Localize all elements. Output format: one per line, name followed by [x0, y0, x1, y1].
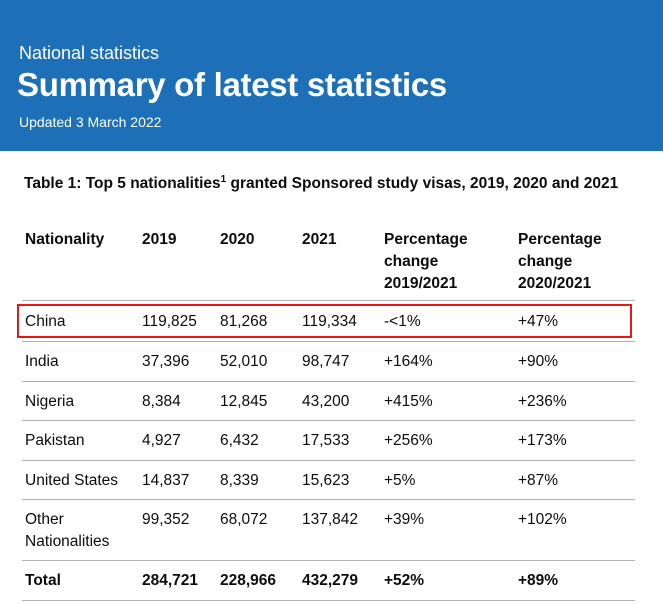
cell-2020: 52,010 — [220, 353, 268, 370]
cell-2021: 43,200 — [302, 393, 350, 410]
cell-2019: 8,384 — [142, 393, 181, 410]
cell-2021: 137,842 — [302, 511, 359, 528]
updated-date: Updated 3 March 2022 — [19, 114, 162, 130]
table-divider — [22, 381, 635, 382]
cell-nationality: China — [25, 313, 66, 330]
cell-2019: 4,927 — [142, 432, 181, 449]
cell-2019: 14,837 — [142, 472, 190, 489]
section-label: National statistics — [19, 43, 160, 63]
header-2021: 2021 — [302, 231, 337, 248]
cell-2021: 17,533 — [302, 432, 350, 449]
table-divider — [22, 499, 635, 500]
cell-2020: 8,339 — [220, 472, 259, 489]
header-pct-2019-2021-l2: change — [384, 253, 439, 270]
header-banner: National statistics Summary of latest st… — [0, 0, 663, 151]
cell-2021: 98,747 — [302, 353, 350, 370]
cell-pct-2020-2021: +47% — [518, 313, 559, 330]
cell-2019: 37,396 — [142, 353, 190, 370]
cell-pct-2020-2021: +173% — [518, 432, 567, 449]
table-divider — [22, 300, 635, 301]
cell-2019: 119,825 — [142, 313, 197, 330]
header-pct-2019-2021-l1: Percentage — [384, 231, 468, 248]
header-pct-2020-2021-l2: change — [518, 253, 573, 270]
header-nationality: Nationality — [25, 231, 105, 248]
cell-nationality-line2: Nationalities — [25, 533, 110, 550]
cell-pct-2020-2021: +236% — [518, 393, 567, 410]
cell-2021: 15,623 — [302, 472, 350, 489]
table-caption: Table 1: Top 5 nationalities1 granted Sp… — [24, 174, 618, 193]
cell-2020: 81,268 — [220, 313, 268, 330]
cell-pct-2020-2021: +87% — [518, 472, 559, 489]
header-pct-2019-2021-l3: 2019/2021 — [384, 275, 458, 292]
cell-pct-2019-2021: +164% — [384, 353, 433, 370]
cell-total-label: Total — [25, 572, 61, 589]
footnote-marker[interactable]: 1 — [220, 174, 227, 185]
cell-pct-2019-2021: -<1% — [384, 313, 421, 330]
cell-nationality: Pakistan — [25, 432, 85, 449]
cell-total-pct-2019-2021: +52% — [384, 572, 425, 589]
cell-pct-2019-2021: +415% — [384, 393, 433, 410]
cell-2020: 68,072 — [220, 511, 268, 528]
cell-nationality: United States — [25, 472, 119, 489]
caption-text: Table 1: Top 5 nationalities — [24, 175, 221, 193]
cell-2019: 99,352 — [142, 511, 190, 528]
cell-2020: 12,845 — [220, 393, 268, 410]
table-divider — [22, 600, 635, 601]
header-pct-2020-2021-l3: 2020/2021 — [518, 275, 592, 292]
table-divider — [22, 560, 635, 561]
caption-text-end: granted Sponsored study visas, 2019, 202… — [226, 175, 619, 193]
cell-pct-2019-2021: +39% — [384, 511, 425, 528]
cell-nationality: India — [25, 353, 59, 370]
cell-pct-2020-2021: +102% — [518, 511, 567, 528]
cell-nationality: Nigeria — [25, 393, 75, 410]
page-title: Summary of latest statistics — [17, 66, 447, 103]
highlight-box — [17, 304, 632, 338]
cell-total-2020: 228,966 — [220, 572, 277, 589]
cell-total-2021: 432,279 — [302, 572, 359, 589]
cell-2021: 119,334 — [302, 313, 357, 330]
header-2020: 2020 — [220, 231, 255, 248]
cell-nationality-line1: Other — [25, 511, 64, 528]
table-divider — [22, 420, 635, 421]
header-2019: 2019 — [142, 231, 177, 248]
header-pct-2020-2021-l1: Percentage — [518, 231, 602, 248]
cell-total-pct-2020-2021: +89% — [518, 572, 559, 589]
cell-total-2019: 284,721 — [142, 572, 199, 589]
table-divider — [22, 460, 635, 461]
table-divider — [22, 341, 635, 342]
cell-2020: 6,432 — [220, 432, 259, 449]
cell-pct-2019-2021: +5% — [384, 472, 416, 489]
cell-pct-2019-2021: +256% — [384, 432, 433, 449]
cell-pct-2020-2021: +90% — [518, 353, 559, 370]
